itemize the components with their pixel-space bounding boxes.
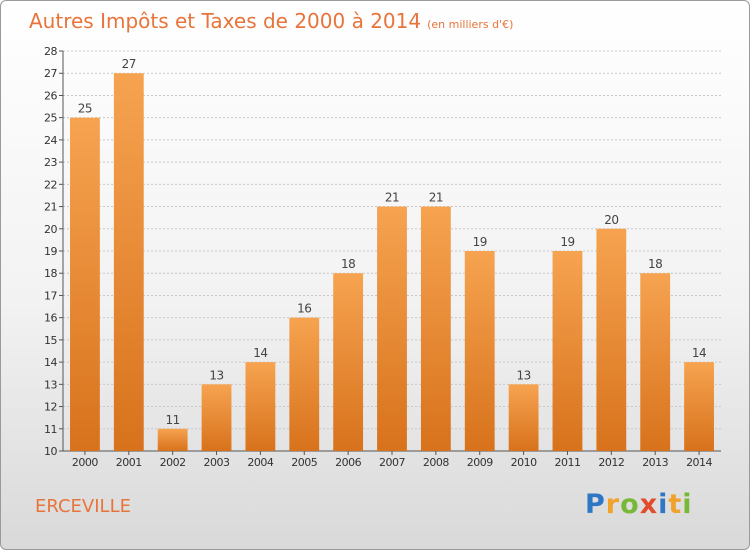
x-tick-label: 2012 [598,456,624,469]
logo-letter: i [682,489,693,520]
bar-value-label: 27 [122,57,136,71]
bar [464,251,495,451]
x-tick-label: 2003 [204,456,230,469]
bar [684,362,714,451]
x-tick-label: 2002 [160,456,186,469]
x-tick-label: 2005 [291,456,317,469]
bar-value-label: 13 [516,368,530,382]
bar [113,73,144,451]
bar [420,206,451,451]
y-tick-label: 16 [44,312,57,325]
bar-value-label: 13 [209,368,223,382]
bar [508,384,539,451]
bar-value-label: 16 [297,302,311,316]
y-tick-label: 20 [44,223,57,236]
y-tick-label: 17 [44,289,57,302]
y-tick-label: 24 [44,134,57,147]
bar [201,384,232,451]
logo-letter: i [658,489,669,520]
y-tick-label: 23 [44,156,57,169]
logo-letter: x [639,489,659,520]
y-tick-label: 22 [44,178,57,191]
bar [245,362,276,451]
y-tick-label: 12 [44,401,57,414]
x-tick-label: 2014 [686,456,712,469]
town-name: ERCEVILLE [35,496,131,517]
x-tick-label: 2000 [72,456,98,469]
chart-subtitle: (en milliers d'€) [427,18,514,31]
x-tick-label: 2007 [379,456,405,469]
bar-value-label: 19 [560,235,574,249]
bar-value-label: 14 [253,346,267,360]
x-tick-label: 2010 [511,456,537,469]
bar-value-label: 11 [166,413,180,427]
bar [289,317,320,451]
y-tick-label: 14 [44,356,57,369]
bar-value-label: 19 [473,235,487,249]
bar [377,206,407,451]
x-tick-label: 2013 [642,456,668,469]
logo-letter: t [668,489,683,520]
bar-value-label: 18 [648,257,662,271]
bar [596,228,627,451]
bar [552,251,583,451]
bar-value-label: 21 [429,191,443,205]
y-tick-label: 10 [44,445,57,458]
chart-title-text: Autres Impôts et Taxes de 2000 à 2014 [29,9,422,33]
bar-value-label: 21 [385,191,399,205]
bar [157,428,188,451]
bar-value-label: 20 [604,213,618,227]
y-tick-label: 28 [44,45,57,58]
x-tick-label: 2004 [247,456,273,469]
x-tick-label: 2001 [116,456,142,469]
y-tick-label: 18 [44,267,57,280]
y-tick-label: 13 [44,378,57,391]
bar-value-label: 18 [341,257,355,271]
logo-letter: r [605,489,621,520]
chart-title: Autres Impôts et Taxes de 2000 à 2014 (en… [29,9,513,33]
bar-value-label: 25 [78,102,92,116]
x-tick-label: 2006 [335,456,361,469]
proxiti-logo[interactable]: Proxiti [585,489,693,520]
logo-letter: o [620,489,640,520]
x-tick-label: 2011 [554,456,580,469]
y-tick-label: 19 [44,245,57,258]
y-tick-label: 21 [44,201,57,214]
x-tick-label: 2009 [467,456,493,469]
logo-letter: P [585,489,606,520]
y-tick-label: 27 [44,67,57,80]
bar [70,117,100,452]
y-tick-label: 26 [44,89,57,102]
y-tick-label: 15 [44,334,57,347]
x-tick-label: 2008 [423,456,449,469]
y-tick-label: 11 [44,423,57,436]
bar [640,273,671,451]
y-tick-label: 25 [44,112,57,125]
bar-value-label: 14 [692,346,706,360]
bar [333,273,364,451]
